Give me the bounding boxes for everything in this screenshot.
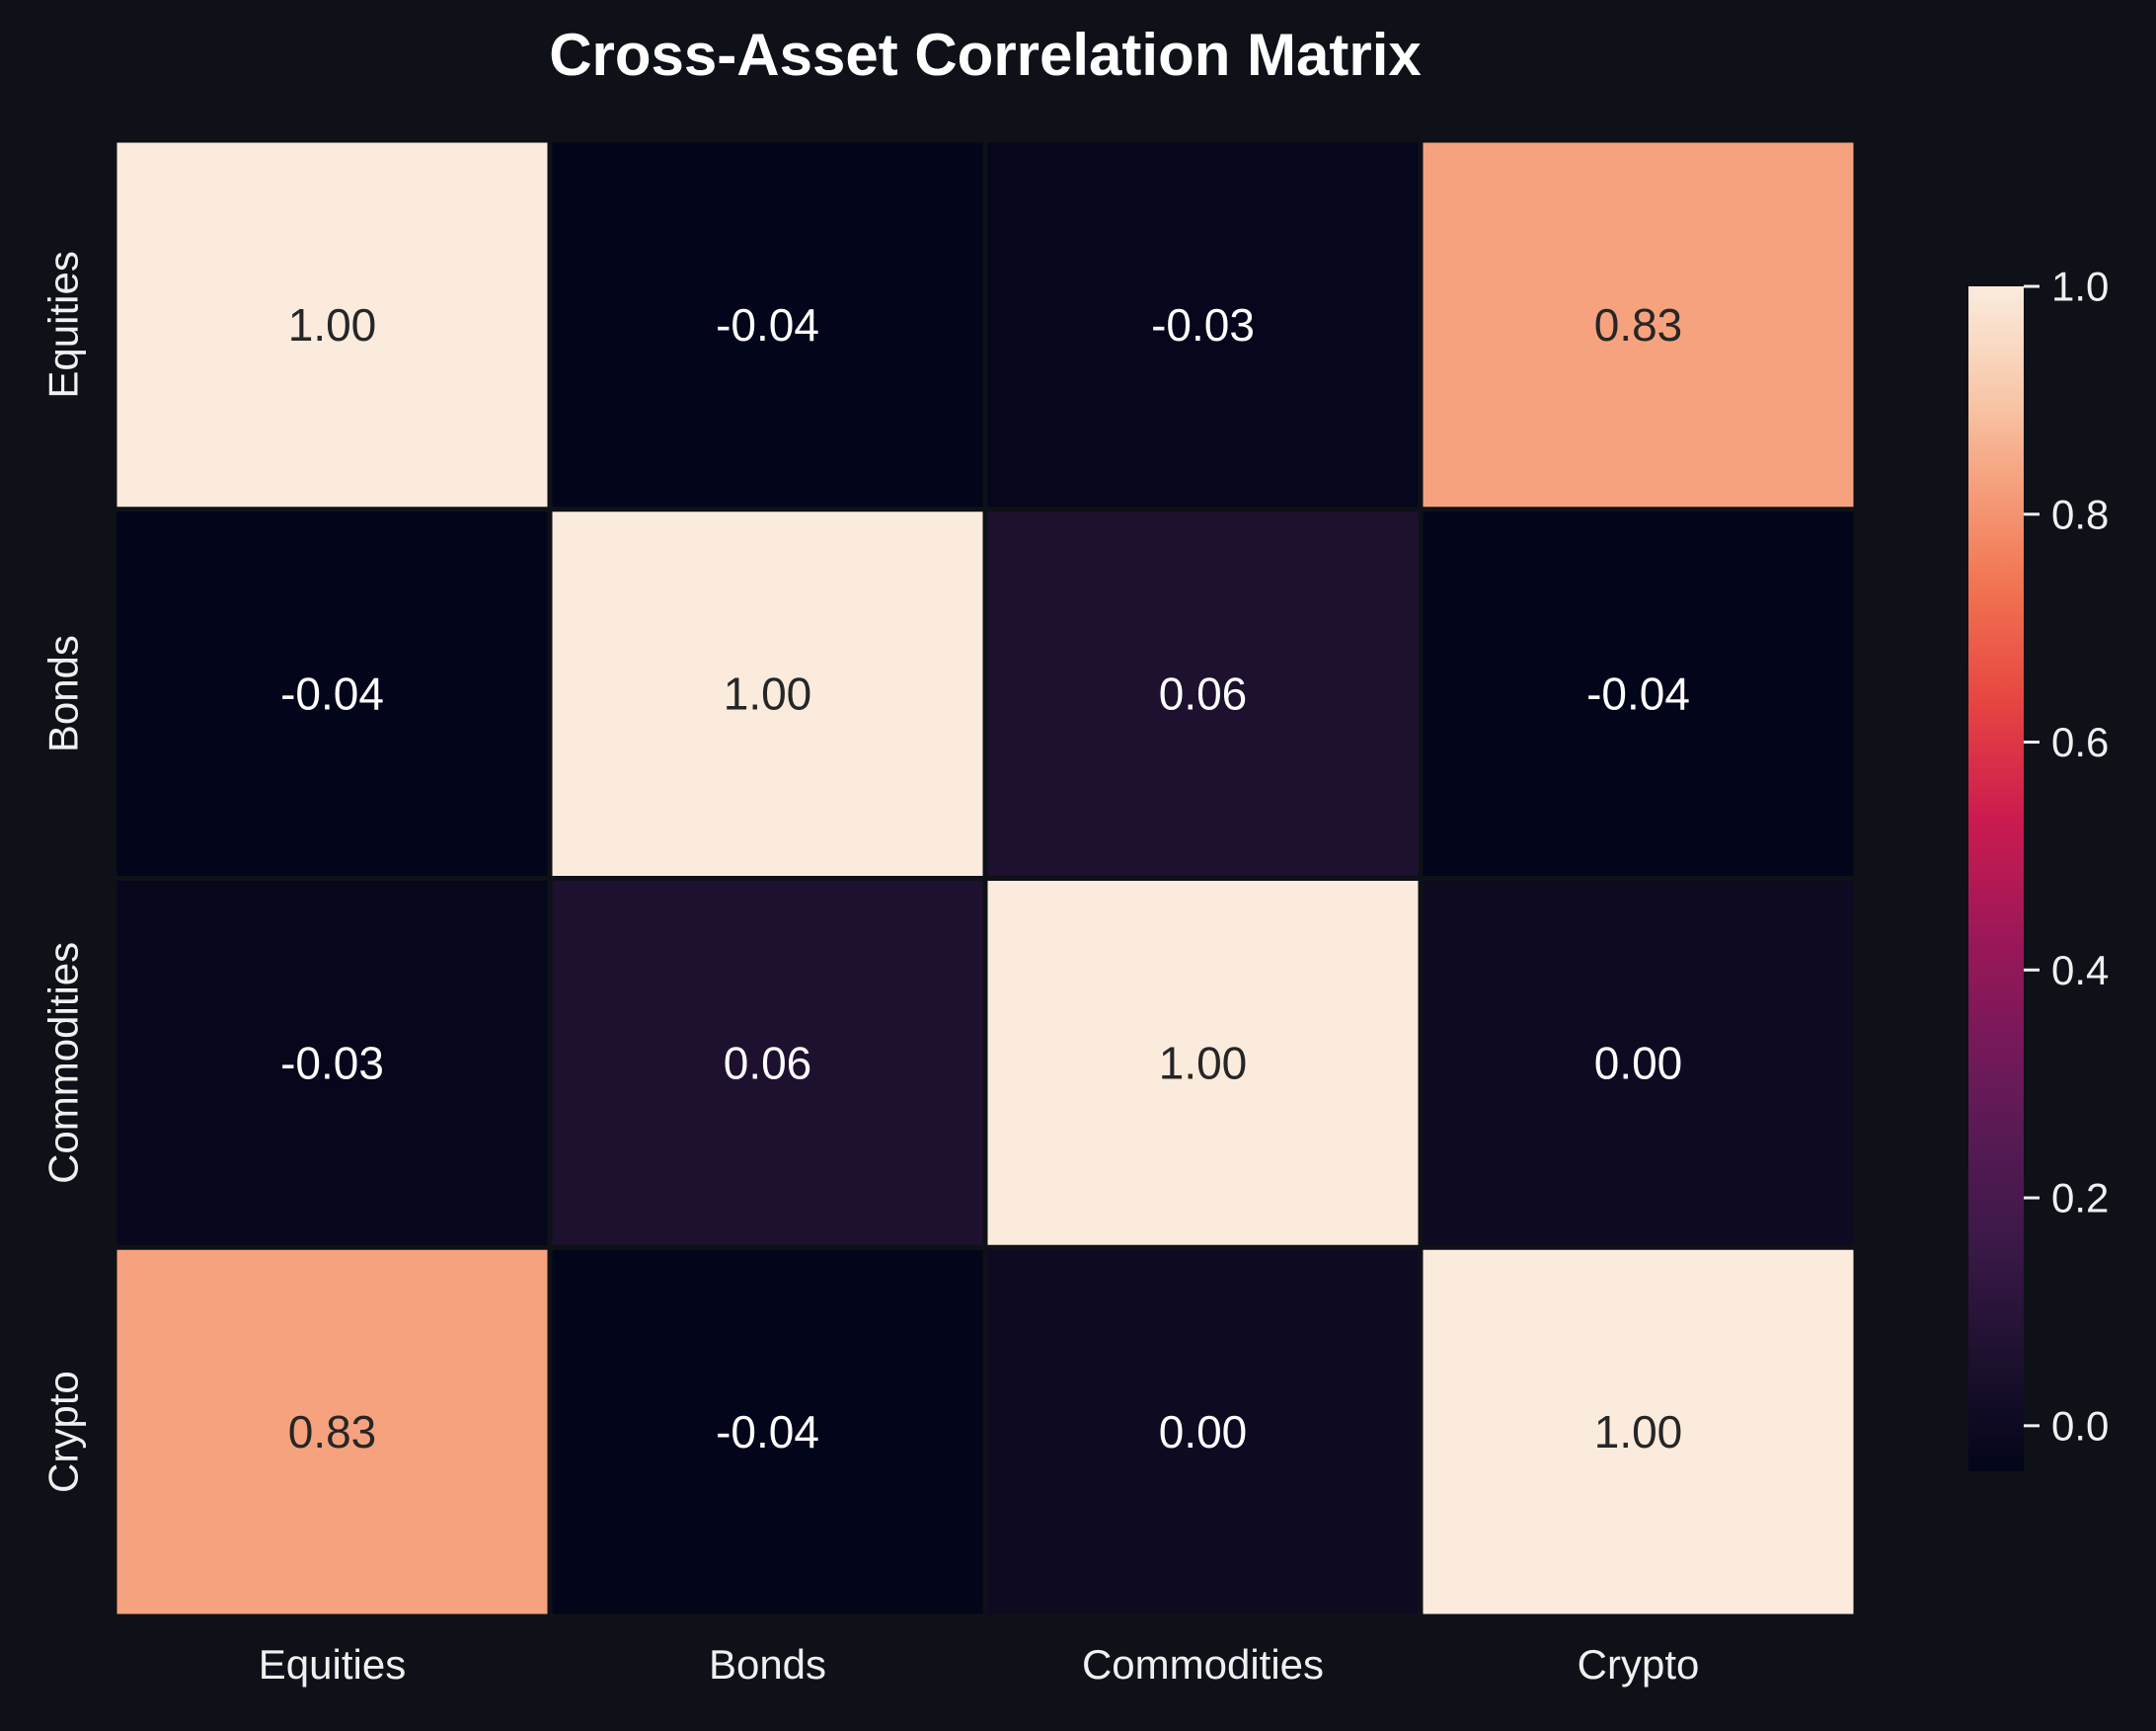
colorbar: 0.0 0.2 0.4 0.6 0.8 1.0 [1968,264,2109,1471]
cell-value-label: 0.00 [1594,1037,1683,1088]
colorbar-tick-label: 0.4 [2051,947,2109,993]
heatmap-cell [552,511,983,876]
row-tick-labels: Equities Bonds Commodities Crypto [40,251,87,1493]
heatmap-cell [552,881,983,1245]
cell-value-label: 1.00 [288,299,377,351]
heatmap-cell [1423,142,1854,508]
cell-value-label: 0.06 [724,1037,812,1088]
heatmap-cell [552,1249,983,1614]
heatmap-cell [987,142,1419,508]
cell-value-label: 0.06 [1159,669,1248,720]
colorbar-tick-label: 0.8 [2051,491,2109,537]
colorbar-gradient [1968,286,2024,1471]
cell-value-label: -0.04 [280,669,384,720]
cell-value-label: -0.03 [1151,299,1255,351]
heatmap-cell [116,881,548,1245]
heatmap-cell-labels: 1.00 -0.04 -0.03 0.83 -0.04 1.00 0.06 -0.04 -0.0… [280,299,1690,1457]
row-tick-label: Bonds [40,635,87,752]
heatmap-cell [552,142,983,508]
cell-value-label: 1.00 [724,669,812,720]
column-tick-labels: Equities Bonds Commodities Crypto [259,1641,1700,1688]
cell-value-label: 0.83 [288,1406,377,1457]
heatmap-cell [1423,511,1854,876]
colorbar-tick-label: 0.6 [2051,719,2109,765]
cell-value-label: 1.00 [1159,1037,1248,1088]
row-tick-label: Equities [40,251,87,398]
cell-value-label: 0.83 [1594,299,1683,351]
row-tick-label: Commodities [40,942,87,1184]
heatmap-cell [987,881,1419,1245]
cell-value-label: 1.00 [1594,1406,1683,1457]
heatmap-cells [116,142,1854,1614]
cell-value-label: -0.04 [1586,669,1690,720]
cell-value-label: -0.04 [716,1406,819,1457]
colorbar-tick-label: 0.2 [2051,1175,2109,1221]
heatmap-cell [116,142,548,508]
heatmap-cell [987,1249,1419,1614]
cell-value-label: -0.04 [716,299,819,351]
column-tick-label: Commodities [1082,1641,1324,1688]
heatmap-cell [116,511,548,876]
row-tick-label: Crypto [40,1371,87,1493]
heatmap-cell [1423,881,1854,1245]
heatmap-cell [116,1249,548,1614]
heatmap-cell [987,511,1419,876]
chart-title: Cross-Asset Correlation Matrix [549,22,1422,88]
column-tick-label: Crypto [1578,1641,1700,1688]
heatmap-cell [1423,1249,1854,1614]
cell-value-label: -0.03 [280,1037,384,1088]
colorbar-tick-label: 1.0 [2051,264,2109,310]
cell-value-label: 0.00 [1159,1406,1248,1457]
column-tick-label: Equities [259,1641,406,1688]
colorbar-tick-label: 0.0 [2051,1402,2109,1449]
column-tick-label: Bonds [709,1641,826,1688]
